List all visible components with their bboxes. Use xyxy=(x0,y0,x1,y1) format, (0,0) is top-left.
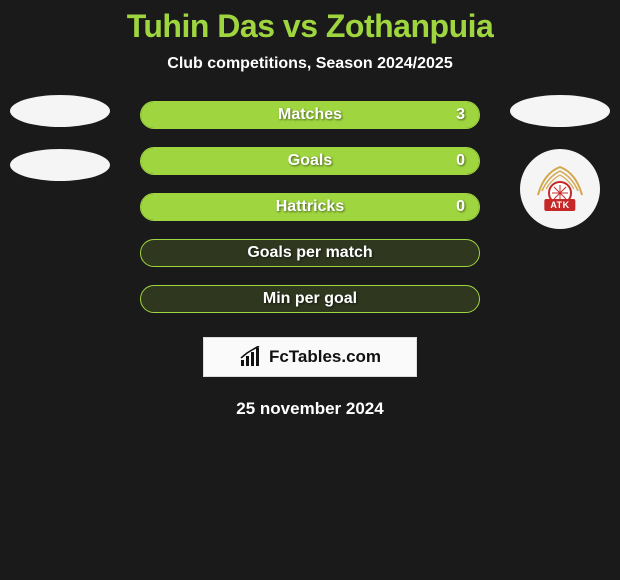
bar-chart-up-icon xyxy=(239,346,265,368)
subtitle: Club competitions, Season 2024/2025 xyxy=(0,55,620,73)
stat-value-right: 0 xyxy=(456,198,465,216)
atk-crest-icon: ATK xyxy=(530,159,590,219)
stat-label: Goals per match xyxy=(247,244,372,262)
right-player-badges: ATK xyxy=(510,95,610,229)
stat-row-goals-per-match: Goals per match xyxy=(140,239,480,267)
club-badge-atk: ATK xyxy=(520,149,600,229)
club-badge-placeholder xyxy=(10,95,110,127)
stat-label: Min per goal xyxy=(263,290,357,308)
atk-banner-text: ATK xyxy=(544,199,575,211)
stat-value-right: 3 xyxy=(456,106,465,124)
stat-label: Matches xyxy=(278,106,342,124)
brand-text: FcTables.com xyxy=(269,347,381,367)
stat-label: Hattricks xyxy=(276,198,344,216)
stat-row-goals: Goals 0 xyxy=(140,147,480,175)
club-badge-placeholder xyxy=(10,149,110,181)
comparison-area: ATK Matches 3 Goals 0 Hattricks 0 xyxy=(0,101,620,419)
date-text: 25 november 2024 xyxy=(20,399,600,419)
stat-value-right: 0 xyxy=(456,152,465,170)
stat-rows: Matches 3 Goals 0 Hattricks 0 Goals per … xyxy=(140,101,480,313)
stat-row-min-per-goal: Min per goal xyxy=(140,285,480,313)
left-player-badges xyxy=(10,95,110,181)
stat-row-hattricks: Hattricks 0 xyxy=(140,193,480,221)
stat-row-matches: Matches 3 xyxy=(140,101,480,129)
stat-label: Goals xyxy=(288,152,332,170)
page-title: Tuhin Das vs Zothanpuia xyxy=(0,8,620,45)
brand-box: FcTables.com xyxy=(203,337,417,377)
club-badge-placeholder xyxy=(510,95,610,127)
